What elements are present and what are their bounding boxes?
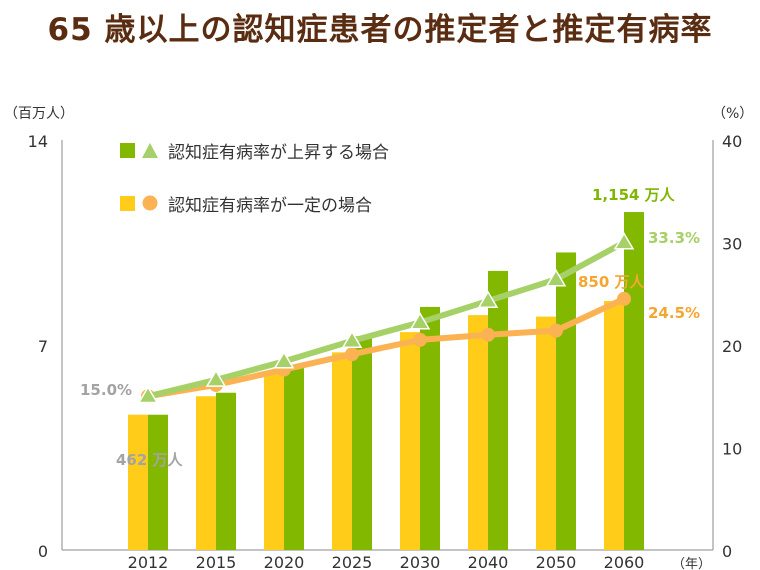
- bar-green: [352, 336, 372, 550]
- legend-swatch-yellow: [120, 196, 135, 211]
- right-tick-label: 0: [722, 542, 732, 561]
- x-tick-label: 2030: [400, 553, 441, 570]
- bar-green: [284, 365, 304, 550]
- series-constant-line: [145, 295, 627, 400]
- x-axis-unit: （年）: [672, 557, 711, 570]
- right-tick-label: 40: [722, 132, 742, 151]
- bar-yellow: [400, 332, 420, 550]
- annotation-start-count: 462 万人: [116, 451, 184, 469]
- annotation-rising-rate: 33.3%: [648, 229, 700, 247]
- bar-yellow: [468, 315, 488, 550]
- series-constant-point: [549, 323, 563, 338]
- series-constant-point: [617, 291, 631, 306]
- bar-yellow: [536, 316, 556, 550]
- series-rising-point: [409, 311, 431, 330]
- series-rising-point: [273, 350, 295, 369]
- x-tick-label: 2025: [332, 553, 373, 570]
- x-tick-label: 2060: [604, 553, 645, 570]
- x-tick-label: 2015: [196, 553, 237, 570]
- annotation-start-rate: 15.0%: [80, 381, 132, 399]
- left-tick-label: 14: [28, 132, 48, 151]
- legend-label-rising: 認知症有病率が上昇する場合: [168, 143, 389, 163]
- series-rising-point: [341, 330, 363, 348]
- annotation-constant-count: 850 万人: [578, 273, 646, 291]
- bar-green: [556, 252, 576, 550]
- bar-green: [216, 392, 236, 550]
- x-tick-label: 2040: [468, 553, 509, 570]
- bar-yellow: [604, 301, 624, 550]
- series-rising-point: [613, 232, 635, 250]
- bar-green: [420, 306, 440, 550]
- series-rising-point: [205, 369, 227, 387]
- series-rising-point: [137, 385, 159, 404]
- right-tick-label: 20: [722, 337, 742, 356]
- bar-green: [488, 270, 508, 550]
- annotation-constant-rate: 24.5%: [648, 304, 700, 322]
- bar-green: [624, 212, 644, 551]
- bar-yellow: [332, 352, 352, 550]
- series-rising-point: [477, 290, 499, 308]
- series-constant-point: [345, 347, 359, 362]
- x-tick-label: 2012: [128, 553, 169, 570]
- chart-title: 65 歳以上の認知症患者の推定者と推定有病率: [47, 12, 713, 48]
- legend-label-constant: 認知症有病率が一定の場合: [168, 196, 372, 216]
- legend-circle-marker: [142, 195, 158, 211]
- bar-green: [148, 414, 168, 550]
- series-constant-point: [413, 332, 427, 347]
- x-tick-label: 2050: [536, 553, 577, 570]
- bar-yellow: [196, 396, 216, 550]
- right-tick-label: 10: [722, 440, 742, 459]
- legend-swatch-green: [120, 143, 135, 158]
- bar-yellow: [128, 414, 148, 550]
- annotation-rising-count: 1,154 万人: [592, 186, 676, 204]
- left-tick-label: 7: [38, 337, 48, 356]
- legend-triangle-marker: [142, 143, 158, 158]
- series-rising-line: [145, 239, 627, 400]
- x-tick-label: 2020: [264, 553, 305, 570]
- left-axis-title: （百万人）: [4, 106, 74, 122]
- bar-yellow: [264, 373, 284, 550]
- series-rising-point: [545, 268, 567, 287]
- right-axis-title: （%）: [712, 106, 753, 122]
- series-constant-point: [481, 327, 495, 342]
- right-tick-label: 30: [722, 235, 742, 254]
- left-tick-label: 0: [38, 542, 48, 561]
